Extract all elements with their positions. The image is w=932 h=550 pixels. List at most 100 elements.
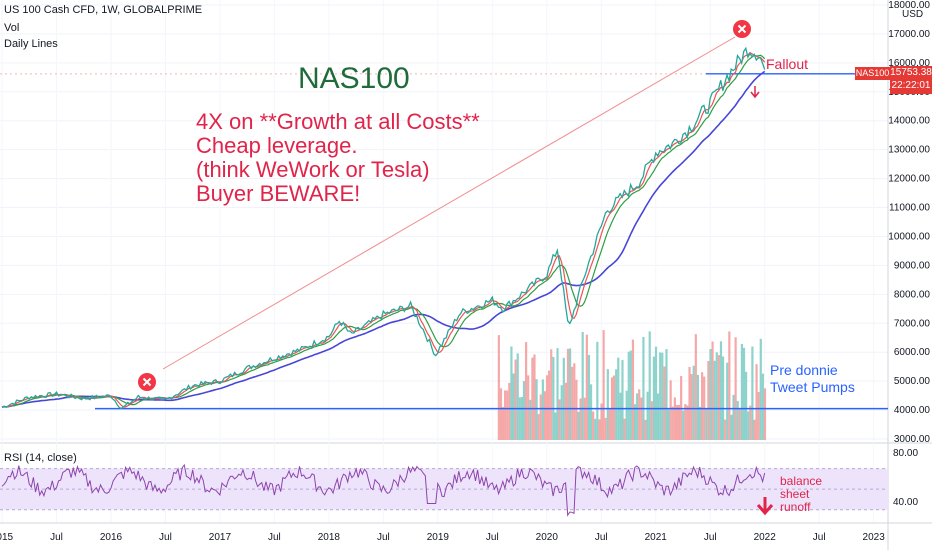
volume-bar [728, 331, 731, 440]
volume-bar [608, 409, 612, 440]
volume-bar [721, 356, 725, 440]
note-block: 4X on **Growth at all Costs** Cheap leve… [196, 110, 480, 206]
volume-bar [759, 338, 762, 440]
volume-bar [602, 330, 605, 440]
volume-bar [581, 331, 584, 440]
y-tick-label: 17000.00 [888, 29, 930, 40]
volume-bar [753, 419, 756, 440]
volume-bar [719, 341, 723, 440]
volume-bar [713, 360, 716, 440]
volume-bar [514, 359, 517, 440]
rsi-tick-40: 40.00 [893, 497, 919, 508]
balance-line: runoff [780, 500, 811, 514]
volume-bar [548, 370, 551, 440]
volume-bar [629, 350, 632, 440]
volume-bar [742, 347, 746, 440]
y-tick-label: 13000.00 [888, 145, 930, 156]
volume-bar [541, 379, 544, 440]
volume-bar [656, 393, 660, 440]
volume-bar [711, 341, 714, 440]
x-tick-label: Jul [268, 532, 281, 543]
volume-bar [717, 355, 720, 440]
rsi-pane [0, 463, 888, 517]
volume-bar [763, 388, 767, 440]
volume-bar [512, 373, 515, 440]
volume-bar [560, 385, 563, 440]
volume-bar [684, 404, 687, 440]
balance-line: balance [780, 474, 823, 488]
volume-bar [686, 405, 689, 440]
note-line: (think WeWork or Tesla) [196, 157, 430, 182]
volume-bar [692, 365, 695, 440]
volume-bar [654, 346, 658, 440]
volume-bar [527, 375, 530, 440]
volume-bar [499, 388, 503, 440]
symbol-line: US 100 Cash CFD, 1W, GLOBALPRIME [4, 4, 203, 16]
price-line [1, 46, 766, 410]
volume-bar [633, 404, 637, 440]
x-tick-label: Jul [595, 532, 608, 543]
volume-bar [533, 354, 536, 440]
daily-lines-label: Daily Lines [4, 38, 58, 50]
volume-bar [543, 391, 547, 440]
volume-bar [661, 352, 664, 440]
volume-bar [755, 364, 758, 440]
volume-bar [648, 331, 651, 440]
volume-bar [621, 360, 624, 440]
volume-bar [761, 373, 764, 440]
volume-bar [650, 401, 653, 440]
chart-title: NAS100 [298, 62, 410, 95]
y-tick-label: 14000.00 [888, 116, 930, 127]
x-tick-label: 2017 [209, 532, 232, 543]
x-tick-label: 2022 [754, 532, 777, 543]
note-line: Buyer BEWARE! [196, 181, 361, 206]
rsi-label: RSI (14, close) [4, 452, 77, 464]
volume-bar [583, 397, 586, 440]
volume-bar [619, 392, 622, 440]
y-tick-label: 16000.00 [888, 58, 930, 69]
x-tick-label: 2020 [536, 532, 559, 543]
currency-label: USD [902, 9, 924, 20]
note-line: Cheap leverage. [196, 133, 358, 158]
volume-bar [506, 390, 509, 440]
volume-bar [694, 334, 697, 440]
volume-bar [550, 349, 553, 440]
y-tick-label: 12000.00 [888, 174, 930, 185]
volume-bar [631, 339, 635, 440]
price-tag-countdown: 22:22:01 [891, 80, 931, 91]
volume-bar [642, 336, 645, 440]
volume-bar [504, 390, 507, 440]
volume-bar [516, 353, 519, 440]
volume-bar [724, 419, 727, 440]
pre-donnie-line: Tweet Pumps [770, 379, 855, 395]
volume-bar [612, 375, 616, 440]
trend-line [162, 36, 736, 370]
volume-bar [571, 366, 574, 440]
y-tick-label: 9000.00 [894, 260, 931, 271]
marks [138, 20, 774, 516]
volume-bar [594, 418, 597, 440]
volume-bar [690, 374, 693, 440]
volume-bar [531, 357, 534, 440]
volume-bar [638, 389, 641, 440]
y-tick-label: 8000.00 [894, 289, 931, 300]
volume-bar [529, 399, 532, 440]
volume-bar [677, 404, 681, 440]
x-tick-label: 2016 [100, 532, 123, 543]
volume-bar [579, 398, 582, 440]
volume-bar [604, 417, 607, 440]
volume-bar [734, 337, 737, 440]
volume-bar [652, 356, 656, 440]
volume-bar [562, 357, 565, 440]
y-tick-label: 4000.00 [894, 405, 931, 416]
price-tag-value: 15753.38 [890, 67, 932, 78]
pre-donnie-line: Pre donnie [770, 362, 838, 378]
x-tick-label: 2018 [318, 532, 341, 543]
ma-green-line [1, 54, 766, 408]
volume-bar [751, 346, 754, 440]
down-arrow-icon [756, 497, 774, 516]
volume-bar [707, 361, 710, 440]
volume-bar [636, 393, 639, 440]
